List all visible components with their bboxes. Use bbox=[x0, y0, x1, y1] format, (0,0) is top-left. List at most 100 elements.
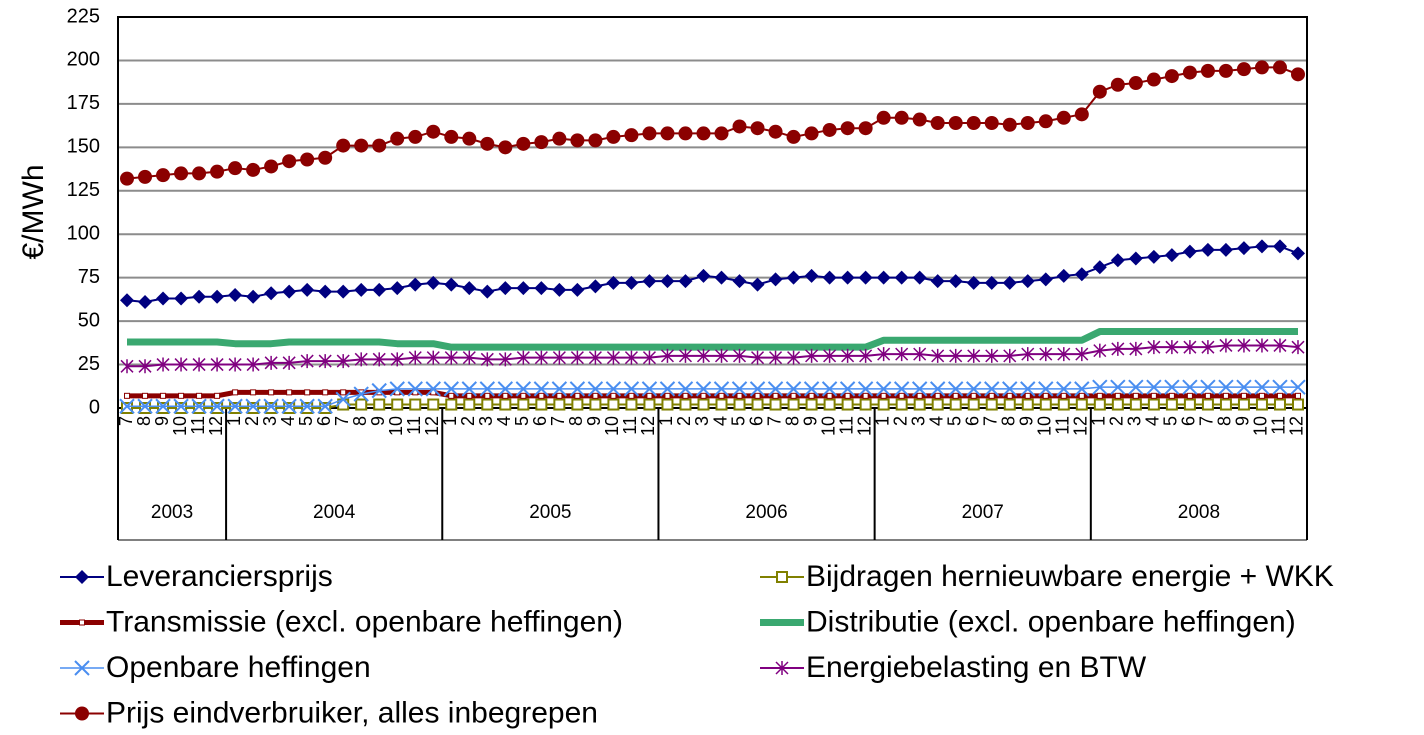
x-tick-label: 10 bbox=[1251, 416, 1271, 436]
marker bbox=[988, 392, 995, 399]
marker bbox=[408, 129, 423, 144]
y-tick-label: 100 bbox=[67, 223, 100, 245]
x-tick-label: 8 bbox=[350, 416, 370, 426]
marker bbox=[750, 121, 765, 136]
marker bbox=[192, 289, 207, 304]
marker bbox=[300, 282, 315, 297]
marker bbox=[642, 126, 657, 141]
x-tick-label: 4 bbox=[494, 416, 514, 426]
marker bbox=[1020, 116, 1035, 131]
x-tick-label: 7 bbox=[332, 416, 352, 426]
marker bbox=[895, 398, 908, 411]
x-tick-label: 11 bbox=[1269, 416, 1289, 435]
marker bbox=[1129, 341, 1143, 356]
marker bbox=[841, 398, 854, 411]
marker bbox=[210, 164, 225, 179]
marker bbox=[444, 277, 459, 292]
marker bbox=[876, 110, 891, 125]
marker bbox=[1218, 379, 1234, 395]
x-tick-label: 3 bbox=[692, 416, 712, 426]
marker bbox=[1110, 253, 1125, 268]
marker bbox=[985, 398, 998, 411]
marker bbox=[787, 398, 800, 411]
marker bbox=[840, 270, 855, 285]
marker bbox=[538, 392, 545, 399]
marker bbox=[138, 294, 153, 309]
x-tick-label: 11 bbox=[188, 416, 208, 435]
marker bbox=[246, 357, 260, 372]
marker bbox=[715, 398, 728, 411]
marker bbox=[1020, 274, 1035, 289]
marker bbox=[768, 272, 783, 287]
marker bbox=[700, 392, 707, 399]
group-label: 2007 bbox=[962, 502, 1004, 523]
marker bbox=[156, 291, 171, 306]
marker bbox=[462, 350, 476, 365]
x-tick-label: 2 bbox=[242, 416, 262, 426]
marker bbox=[785, 381, 802, 397]
marker bbox=[929, 381, 946, 397]
marker bbox=[949, 398, 962, 411]
marker bbox=[660, 348, 674, 363]
marker bbox=[1182, 65, 1197, 80]
marker bbox=[1146, 72, 1161, 87]
marker bbox=[660, 126, 675, 141]
series-line bbox=[127, 344, 1299, 368]
marker bbox=[803, 381, 820, 397]
marker bbox=[301, 402, 314, 414]
x-tick-label: 9 bbox=[368, 416, 388, 426]
x-tick-label: 4 bbox=[278, 416, 298, 426]
marker bbox=[589, 398, 602, 411]
marker bbox=[120, 293, 135, 308]
marker bbox=[714, 348, 729, 363]
marker bbox=[718, 392, 725, 399]
marker bbox=[300, 354, 314, 369]
marker bbox=[1092, 379, 1108, 395]
marker bbox=[390, 131, 405, 146]
marker bbox=[859, 348, 873, 363]
marker bbox=[192, 357, 206, 372]
marker bbox=[911, 381, 928, 397]
marker bbox=[750, 277, 765, 292]
marker bbox=[1291, 340, 1305, 355]
marker bbox=[1092, 260, 1107, 275]
marker bbox=[733, 398, 746, 411]
marker bbox=[776, 571, 788, 583]
marker bbox=[1129, 398, 1142, 411]
marker bbox=[713, 381, 730, 397]
marker bbox=[389, 381, 405, 397]
marker bbox=[498, 140, 513, 155]
marker bbox=[246, 162, 261, 177]
y-tick-label: 75 bbox=[78, 266, 100, 288]
marker bbox=[574, 392, 581, 399]
marker bbox=[340, 389, 347, 396]
marker bbox=[1164, 248, 1179, 263]
marker bbox=[894, 110, 909, 125]
marker bbox=[174, 291, 189, 306]
series-line bbox=[127, 389, 1298, 399]
x-tick-label: 9 bbox=[152, 416, 172, 426]
marker bbox=[587, 381, 604, 397]
marker bbox=[534, 135, 549, 150]
legend-label: Prijs eindverbruiker, alles inbegrepen bbox=[106, 696, 598, 729]
marker bbox=[912, 112, 927, 127]
series-line bbox=[127, 386, 1298, 408]
group-label: 2003 bbox=[151, 502, 193, 523]
marker bbox=[736, 392, 743, 399]
marker bbox=[142, 392, 149, 399]
marker bbox=[786, 270, 801, 285]
marker bbox=[913, 347, 927, 362]
x-tick-label: 3 bbox=[908, 416, 928, 426]
marker bbox=[371, 382, 387, 399]
marker bbox=[731, 381, 748, 397]
marker bbox=[556, 392, 563, 399]
marker bbox=[877, 347, 891, 362]
marker bbox=[448, 392, 455, 399]
x-tick-label: 2 bbox=[458, 416, 478, 426]
marker bbox=[1039, 398, 1052, 411]
marker bbox=[214, 392, 221, 399]
marker bbox=[625, 398, 638, 411]
marker bbox=[426, 124, 441, 139]
marker bbox=[1150, 392, 1157, 399]
marker bbox=[1147, 398, 1160, 411]
